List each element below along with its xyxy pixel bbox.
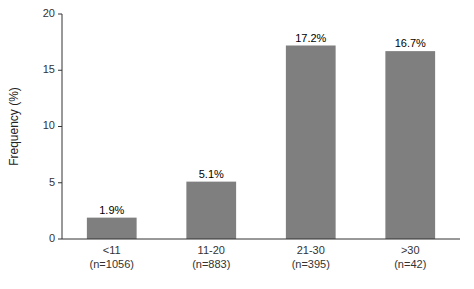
x-tick-label: 21-30(n=395) [292,244,330,270]
bars [87,46,435,240]
chart: 0 5 10 15 20 <11(n=1056) 11-20(n=883) 21-30(n=3… [0,0,474,289]
x-axis-line [62,239,460,240]
y-tick [58,70,62,71]
bar [385,51,435,239]
bar [186,182,236,239]
y-tick-label: 15 [43,63,55,75]
data-label: 16.7% [395,37,426,49]
y-tick [58,239,62,240]
x-tick-label: >30(n=42) [394,244,426,270]
y-tick-label: 10 [43,119,55,131]
y-axis-label: Frequency (%) [7,87,21,166]
x-tick-label: 11-20(n=883) [192,244,230,270]
bar [286,46,336,240]
chart-container: 0 5 10 15 20 <11(n=1056) 11-20(n=883) 21-30(n=3… [0,0,474,289]
data-label: 1.9% [99,204,124,216]
y-tick-label: 5 [49,176,55,188]
x-tick-label: <11(n=1056) [90,244,134,270]
y-tick [58,182,62,183]
bar [87,218,137,239]
y-tick-label: 20 [43,7,55,19]
y-tick [58,126,62,127]
data-label: 17.2% [295,32,326,44]
y-tick [58,14,62,15]
data-labels: 1.9% 5.1% 17.2% 16.7% [99,32,426,216]
data-label: 5.1% [199,168,224,180]
axes: 0 5 10 15 20 <11(n=1056) 11-20(n=883) 21-30(n=3… [43,7,460,270]
y-tick-label: 0 [49,232,55,244]
